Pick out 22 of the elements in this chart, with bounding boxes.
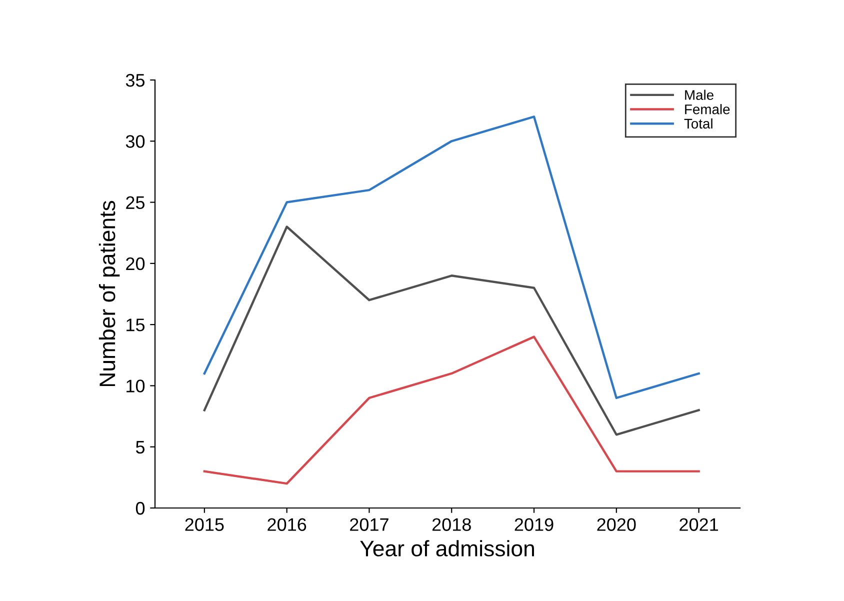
x-tick-label: 2016 — [268, 518, 306, 531]
y-tick-label: 15 — [126, 318, 145, 332]
y-tick-label: 25 — [126, 196, 145, 210]
legend-label: Total — [684, 118, 712, 129]
x-tick-label: 2018 — [432, 518, 471, 531]
y-tick-label: 10 — [126, 380, 145, 392]
y-tick-label: 30 — [126, 135, 145, 148]
legend-label: Female — [685, 104, 730, 114]
y-tick-label: 5 — [136, 440, 145, 454]
y-tick-label: 35 — [126, 74, 145, 87]
y-tick-label: 20 — [126, 257, 145, 270]
x-tick-label: 2015 — [185, 518, 224, 531]
y-tick-label: 0 — [136, 502, 145, 515]
x-axis-title: Year of admission — [360, 540, 534, 556]
x-tick-label: 2021 — [680, 518, 718, 531]
x-tick-label: 2017 — [350, 518, 388, 531]
legend-label: Male — [685, 90, 714, 100]
line-series — [203, 336, 700, 485]
x-tick-label: 2019 — [514, 518, 554, 531]
x-tick-label: 2020 — [597, 518, 636, 531]
y-axis-title: Number of patients — [98, 200, 120, 386]
line-series — [203, 226, 700, 436]
